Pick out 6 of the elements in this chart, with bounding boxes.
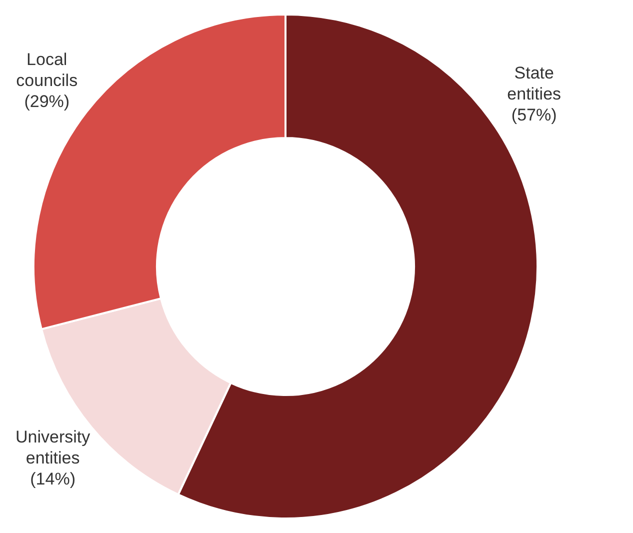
slice-label: State entities xyxy=(507,64,562,104)
data-label: (57%) xyxy=(511,106,557,125)
data-label: (29%) xyxy=(24,92,70,112)
slice-label: Local councils xyxy=(16,50,78,90)
slice-label: University entities xyxy=(15,428,91,468)
data-label: (14%) xyxy=(30,470,76,489)
